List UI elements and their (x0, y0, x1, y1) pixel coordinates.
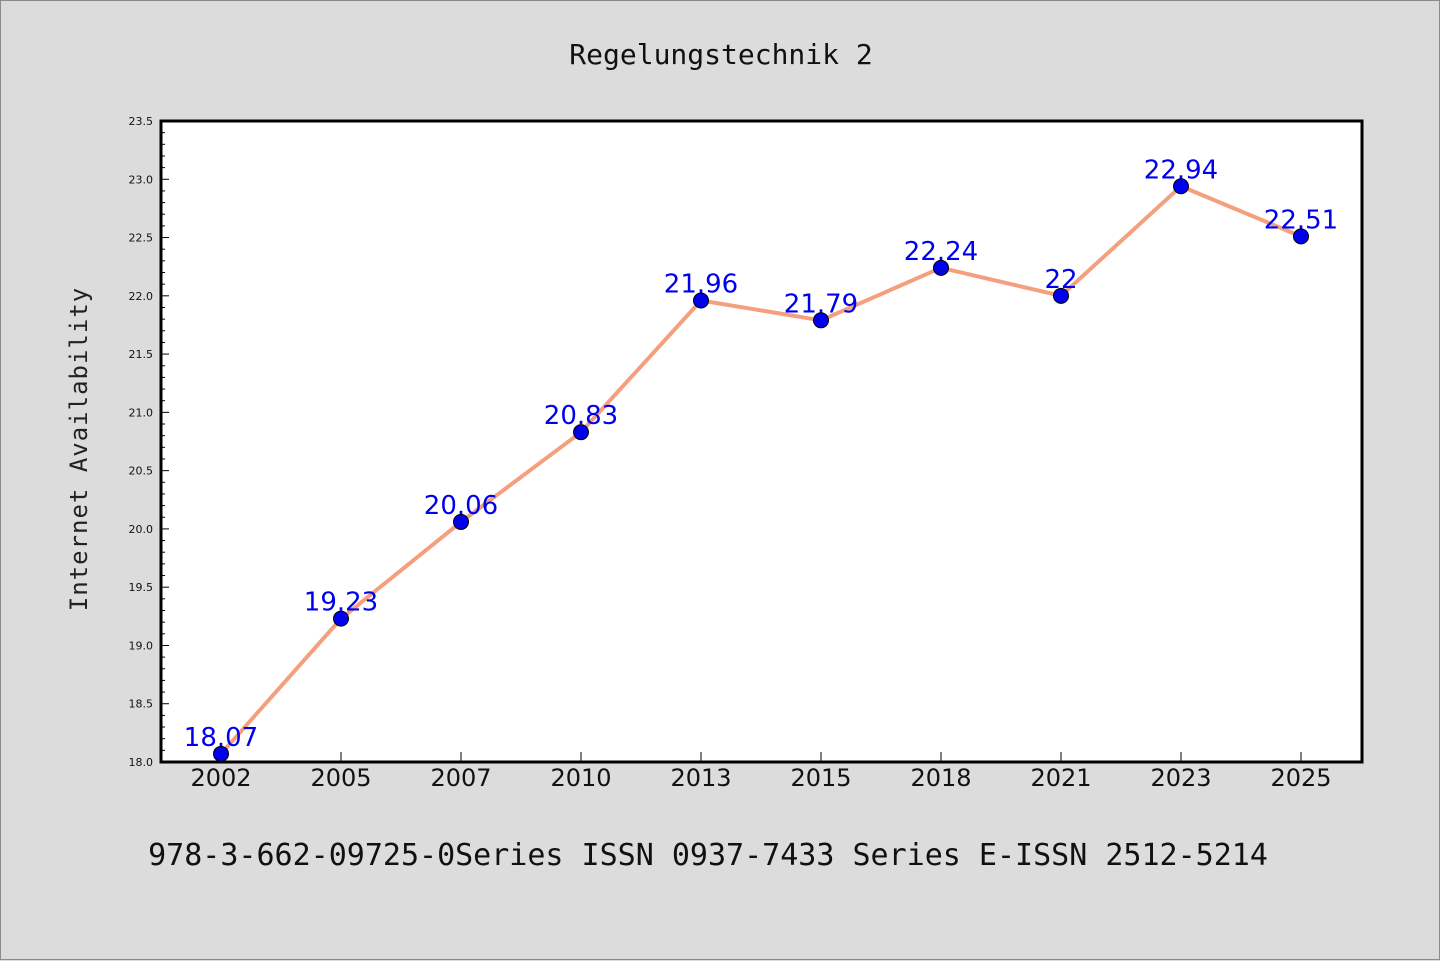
data-point-marker (933, 259, 949, 276)
y-tick-label: 23.5 (129, 115, 154, 128)
data-point-marker (453, 513, 469, 530)
x-tick-label: 2018 (910, 764, 971, 792)
data-label: 22.94 (1144, 155, 1218, 185)
x-tick-label: 2005 (310, 764, 371, 792)
x-tick-label: 2002 (190, 764, 251, 792)
data-label: 22.51 (1264, 205, 1338, 235)
data-label: 21.96 (664, 269, 738, 299)
y-tick-label: 23.0 (129, 173, 154, 186)
data-point-marker (1293, 228, 1309, 245)
y-tick-label: 21.5 (129, 348, 154, 361)
x-tick-label: 2015 (790, 764, 851, 792)
x-tick-label: 2025 (1270, 764, 1331, 792)
x-tick-label: 2023 (1150, 764, 1211, 792)
y-tick-label: 21.0 (129, 406, 154, 419)
data-label: 21.79 (784, 289, 858, 319)
y-tick-label: 20.0 (129, 523, 154, 536)
footer-isbn-text: 978-3-662-09725-0Series ISSN 0937-7433 S… (148, 838, 1268, 873)
x-axis: 2002 2005 2007 2010 2013 2015 2018 2021 2023 2025 (190, 752, 1332, 792)
series-layer (213, 178, 1309, 762)
y-tick-label: 18.0 (129, 756, 154, 769)
data-label: 22 (1044, 265, 1077, 295)
plot-area (159, 119, 1364, 764)
y-tick-label: 22.5 (129, 232, 154, 245)
x-tick-label: 2021 (1030, 764, 1091, 792)
series-line (219, 184, 1303, 756)
data-point-marker (693, 292, 709, 309)
data-point-marker (333, 610, 349, 627)
data-label: 18.07 (184, 723, 258, 753)
data-label: 19.23 (304, 588, 378, 618)
data-point-marker (813, 312, 829, 329)
y-axis: 18.0 18.5 19.0 19.5 20.0 20.5 21.0 21.5 22.0 22.5… (129, 115, 169, 769)
x-tick-label: 2010 (550, 764, 611, 792)
data-label: 20.83 (544, 401, 618, 431)
y-tick-label: 18.5 (129, 698, 154, 711)
data-point-marker (213, 745, 229, 762)
y-tick-label: 19.5 (129, 581, 154, 594)
data-label: 20.06 (424, 491, 498, 521)
x-tick-label: 2007 (430, 764, 491, 792)
y-tick-label: 20.5 (129, 465, 154, 478)
data-point-marker (1173, 178, 1189, 195)
y-tick-label: 19.0 (129, 639, 154, 652)
x-tick-label: 2013 (670, 764, 731, 792)
data-point-marker (1053, 287, 1069, 304)
data-label: 22.24 (904, 237, 978, 267)
y-tick-label: 22.0 (129, 290, 154, 303)
y-axis-label: Internet Availability (65, 287, 93, 611)
data-point-marker (573, 424, 589, 441)
data-label-layer: 18.07 19.23 20.06 20.83 21.96 21.79 22.24 22 22.… (184, 155, 1338, 753)
chart-title: Regelungstechnik 2 (569, 38, 872, 71)
